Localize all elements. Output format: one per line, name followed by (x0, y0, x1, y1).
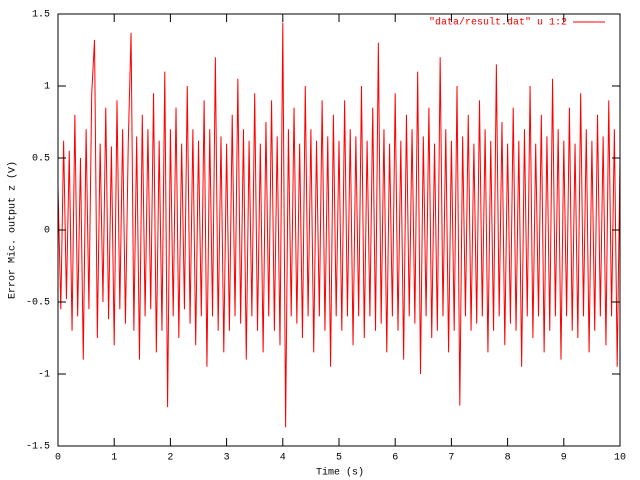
y-tick-label: -1 (38, 370, 50, 381)
x-tick-label: 1 (111, 453, 117, 464)
x-tick-label: 2 (167, 453, 173, 464)
x-axis-label: Time (s) (316, 467, 364, 479)
legend-label: "data/result.dat" u 1:2 (429, 17, 567, 29)
data-line (57, 22, 621, 428)
x-tick-label: 6 (392, 453, 398, 464)
x-tick-label: 10 (614, 453, 626, 464)
y-tick-label: 0.5 (32, 154, 50, 165)
x-tick-label: 7 (448, 453, 454, 464)
x-tick-label: 4 (280, 453, 286, 464)
x-tick-label: 3 (224, 453, 230, 464)
x-tick-label: 8 (505, 453, 511, 464)
x-tick-label: 9 (561, 453, 567, 464)
y-tick-label: 0 (44, 226, 50, 237)
x-tick-label: 0 (55, 453, 61, 464)
x-tick-label: 5 (336, 453, 342, 464)
y-axis-label: Error Mic. output z (V) (7, 161, 19, 299)
y-tick-label: 1.5 (32, 10, 50, 21)
y-tick-label: -1.5 (26, 442, 50, 453)
y-tick-label: -0.5 (26, 298, 50, 309)
y-tick-label: 1 (44, 82, 50, 93)
